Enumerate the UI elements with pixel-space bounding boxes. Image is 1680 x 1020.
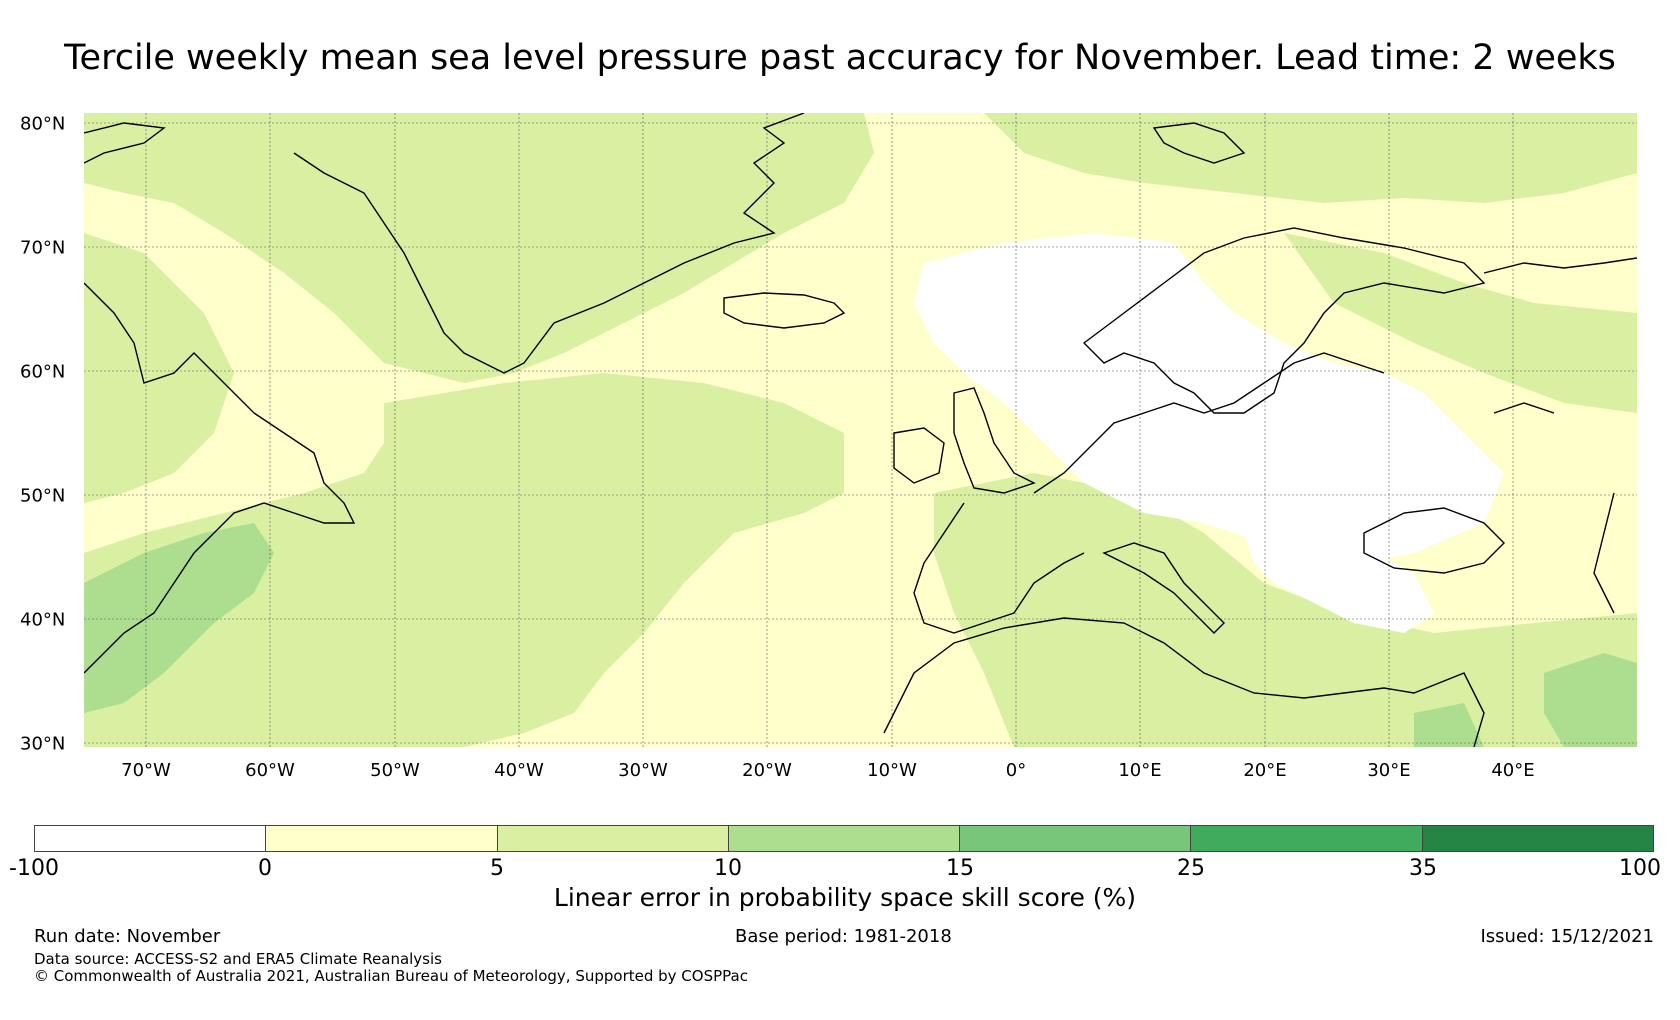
svalbard-coast: [1152, 122, 1246, 164]
lon-label-0: 0°: [1005, 760, 1027, 781]
lon-label-10e: 10°E: [1118, 760, 1162, 781]
coastlines: [84, 113, 1637, 747]
colorbar: [34, 825, 1654, 852]
base-period: Base period: 1981-2018: [735, 926, 952, 947]
lon-label-20w: 20°W: [742, 760, 792, 781]
scandinavia-coast: [1082, 227, 1486, 414]
colorbar-segment-15-25: [960, 826, 1192, 851]
iceland-coast: [723, 292, 846, 329]
lon-label-40w: 40°W: [494, 760, 544, 781]
colorbar-segment-0-5: [266, 826, 498, 851]
lat-label-80n: 80°N: [20, 113, 66, 135]
colorbar-tick: 35: [1409, 856, 1437, 881]
colorbar-segment-5-10: [497, 826, 729, 851]
iberia-coast: [913, 502, 1085, 634]
colorbar-tick: 5: [490, 856, 504, 881]
colorbar-tick: 25: [1177, 856, 1205, 881]
lon-label-50w: 50°W: [370, 760, 420, 781]
lat-label-50n: 50°N: [20, 485, 66, 507]
baffin-coast: [84, 122, 166, 164]
lat-label-70n: 70°N: [20, 237, 66, 259]
skill-5-10-regions: [84, 113, 1637, 747]
north-africa-coast: [883, 617, 1485, 747]
russia-north-coast: [1483, 257, 1637, 274]
greenland-coast: [293, 113, 805, 374]
colorbar-tick: 15: [946, 856, 974, 881]
britain-coast: [953, 387, 1036, 494]
graticule: [84, 113, 1637, 747]
caspian-coast: [1493, 402, 1555, 414]
skill-score-map: [84, 113, 1637, 747]
lon-label-20e: 20°E: [1243, 760, 1287, 781]
middle-east-coast: [1593, 492, 1615, 614]
run-date: Run date: November: [34, 926, 221, 947]
lon-label-40e: 40°E: [1491, 760, 1535, 781]
colorbar-tick: 0: [258, 856, 272, 881]
skill-10-15-regions: [84, 523, 1637, 747]
colorbar-tick: 100: [1619, 856, 1661, 881]
colorbar-tick: -100: [9, 856, 59, 881]
colorbar-segment-25-35: [1191, 826, 1423, 851]
lat-label-40n: 40°N: [20, 609, 66, 631]
negative-skill-regions: [914, 233, 1504, 633]
lon-label-10w: 10°W: [867, 760, 917, 781]
lon-label-70w: 70°W: [121, 760, 171, 781]
ireland-coast: [893, 427, 945, 484]
colorbar-label: Linear error in probability space skill …: [553, 883, 1137, 912]
colorbar-tick: 10: [714, 856, 742, 881]
colorbar-segment-neg: [35, 826, 267, 851]
europe-coast: [1033, 352, 1385, 494]
copyright: © Commonwealth of Australia 2021, Austra…: [34, 967, 748, 985]
map-canvas: [84, 113, 1637, 747]
data-source: Data source: ACCESS-S2 and ERA5 Climate …: [34, 950, 442, 968]
colorbar-segment-35-100: [1422, 826, 1653, 851]
lon-label-30w: 30°W: [618, 760, 668, 781]
lat-label-60n: 60°N: [20, 361, 66, 383]
italy-coast: [1102, 542, 1225, 634]
issued-date: Issued: 15/12/2021: [1480, 926, 1654, 947]
lat-label-30n: 30°N: [20, 733, 66, 755]
colorbar-segment-10-15: [728, 826, 961, 851]
map-title: Tercile weekly mean sea level pressure p…: [64, 38, 1616, 78]
lon-label-30e: 30°E: [1367, 760, 1411, 781]
labrador-coast: [84, 282, 356, 674]
black-sea-coast: [1363, 507, 1505, 574]
lon-label-60w: 60°W: [245, 760, 295, 781]
